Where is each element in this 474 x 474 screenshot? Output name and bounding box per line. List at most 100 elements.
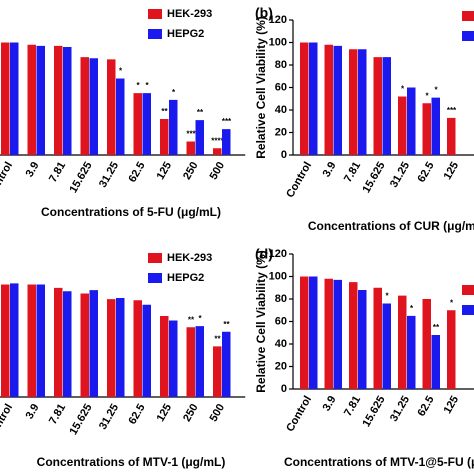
bar — [373, 287, 382, 389]
x-tick-label: 3.9 — [24, 160, 42, 179]
bar — [63, 47, 72, 155]
legend-label: HEPG2 — [167, 28, 204, 40]
significance-label: * — [145, 81, 149, 90]
bar — [54, 287, 63, 397]
y-tick-label: 80 — [275, 59, 287, 71]
bar — [431, 335, 440, 389]
x-tick-label: 7.81 — [47, 402, 68, 427]
legend-swatch — [148, 9, 162, 19]
x-tick-label: 7.81 — [342, 160, 363, 185]
legend-label: HEK-293 — [167, 252, 212, 264]
x-tick-label: 15.625 — [67, 160, 94, 195]
significance-label: * — [425, 91, 429, 100]
x-tick-label: 500 — [208, 402, 228, 424]
legend-swatch — [148, 29, 162, 39]
bar — [169, 320, 178, 397]
bar — [324, 278, 333, 389]
bar — [1, 284, 10, 397]
bar — [431, 97, 440, 155]
bar — [89, 290, 98, 397]
y-tick-label: 120 — [269, 14, 287, 26]
legend-swatch — [148, 253, 162, 263]
bar — [142, 93, 151, 155]
x-tick-label: 125 — [442, 160, 462, 182]
bar — [309, 276, 318, 389]
bar — [422, 299, 431, 389]
legend-label: HEPG2 — [167, 272, 204, 284]
significance-label: ** — [223, 320, 230, 329]
bar — [300, 276, 309, 389]
x-tick-label: 15.625 — [360, 394, 387, 429]
bar — [407, 315, 416, 389]
bar — [382, 303, 391, 389]
significance-label: ** — [161, 107, 168, 116]
legend-label: HEK-293 — [167, 8, 212, 20]
legend-swatch — [462, 11, 474, 21]
x-tick-label: 62.5 — [127, 402, 148, 427]
x-axis-title: Concentrations of 5-FU (μg/mL) — [41, 205, 221, 219]
x-tick-label: 500 — [208, 160, 228, 182]
significance-label: * — [434, 86, 438, 95]
x-tick-label: 250 — [181, 160, 201, 182]
bar — [222, 331, 231, 397]
x-tick-label: 250 — [181, 402, 201, 424]
bar — [63, 291, 72, 397]
x-tick-label: 15.625 — [67, 402, 94, 437]
legend-swatch — [148, 273, 162, 283]
significance-label: **** — [211, 136, 224, 145]
significance-label: ** — [197, 108, 204, 117]
x-tick-label: 125 — [155, 402, 175, 424]
bar — [222, 129, 231, 155]
significance-label: *** — [447, 106, 457, 115]
x-tick-label: 3.9 — [321, 160, 339, 179]
x-tick-label: 62.5 — [127, 160, 148, 185]
significance-label: * — [410, 304, 414, 313]
bar — [107, 59, 116, 155]
bar — [142, 304, 151, 397]
bar — [447, 117, 456, 155]
x-tick-label: 3.9 — [321, 394, 339, 413]
y-tick-label: 20 — [275, 126, 287, 138]
significance-label: *** — [222, 117, 232, 126]
x-tick-label: 62.5 — [416, 394, 437, 419]
x-tick-label: 7.81 — [342, 394, 363, 419]
bar — [300, 42, 309, 155]
x-tick-label: Control — [284, 160, 314, 200]
bar — [10, 42, 19, 155]
x-axis-title: Concentrations of MTV-1 (μg/mL) — [37, 455, 226, 469]
y-tick-label: 60 — [275, 315, 287, 327]
significance-label: * — [172, 88, 176, 97]
bar — [398, 96, 407, 155]
bar — [27, 284, 36, 397]
panel-label: (d) — [255, 246, 273, 262]
bar — [358, 290, 367, 389]
bar — [373, 57, 382, 155]
legend-swatch — [462, 31, 474, 41]
x-tick-label: 31.25 — [388, 160, 412, 190]
bar — [186, 327, 195, 397]
x-tick-label: Control — [0, 402, 15, 442]
y-tick-label: 0 — [281, 149, 287, 161]
x-axis-title: Concentrations of CUR (μg/mL) — [308, 219, 474, 233]
x-tick-label: 31.25 — [388, 394, 412, 424]
y-tick-label: 100 — [269, 270, 287, 282]
bar — [54, 45, 63, 155]
bar — [333, 279, 342, 389]
bar — [107, 299, 116, 397]
bar — [349, 49, 358, 155]
bar — [382, 57, 391, 155]
significance-label: * — [198, 314, 202, 323]
x-axis-title: Concentrations of MTV-1@5-FU (μg/mL) — [284, 455, 474, 469]
bar — [349, 282, 358, 389]
significance-label: * — [385, 292, 389, 301]
y-axis-title: Relative Cell Viability (%) — [254, 16, 268, 159]
significance-label: ** — [433, 323, 440, 332]
bar — [195, 120, 204, 155]
bar — [80, 57, 89, 155]
y-axis-title: Relative Cell Viability (%) — [254, 250, 268, 393]
bar — [1, 42, 10, 155]
